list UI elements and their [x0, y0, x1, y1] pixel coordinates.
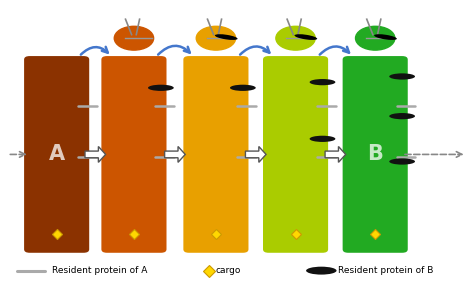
Ellipse shape [310, 79, 336, 85]
Ellipse shape [310, 136, 336, 142]
Text: B: B [367, 144, 383, 164]
Ellipse shape [389, 113, 415, 119]
Polygon shape [325, 147, 346, 162]
Text: Resident protein of B: Resident protein of B [337, 266, 433, 275]
Polygon shape [85, 147, 106, 162]
FancyBboxPatch shape [343, 56, 408, 253]
Circle shape [276, 26, 315, 50]
FancyBboxPatch shape [263, 56, 328, 253]
Text: Resident protein of A: Resident protein of A [52, 266, 147, 275]
Polygon shape [246, 147, 266, 162]
Text: A: A [49, 144, 65, 164]
Ellipse shape [374, 34, 397, 40]
Polygon shape [164, 147, 185, 162]
FancyBboxPatch shape [183, 56, 248, 253]
Ellipse shape [306, 267, 337, 275]
Circle shape [114, 26, 154, 50]
Ellipse shape [230, 85, 256, 91]
Circle shape [196, 26, 236, 50]
FancyBboxPatch shape [101, 56, 166, 253]
Ellipse shape [389, 158, 415, 165]
Ellipse shape [148, 85, 174, 91]
Text: cargo: cargo [216, 266, 241, 275]
Ellipse shape [389, 73, 415, 79]
Ellipse shape [215, 34, 237, 40]
Circle shape [356, 26, 395, 50]
FancyBboxPatch shape [24, 56, 89, 253]
Ellipse shape [294, 34, 317, 40]
